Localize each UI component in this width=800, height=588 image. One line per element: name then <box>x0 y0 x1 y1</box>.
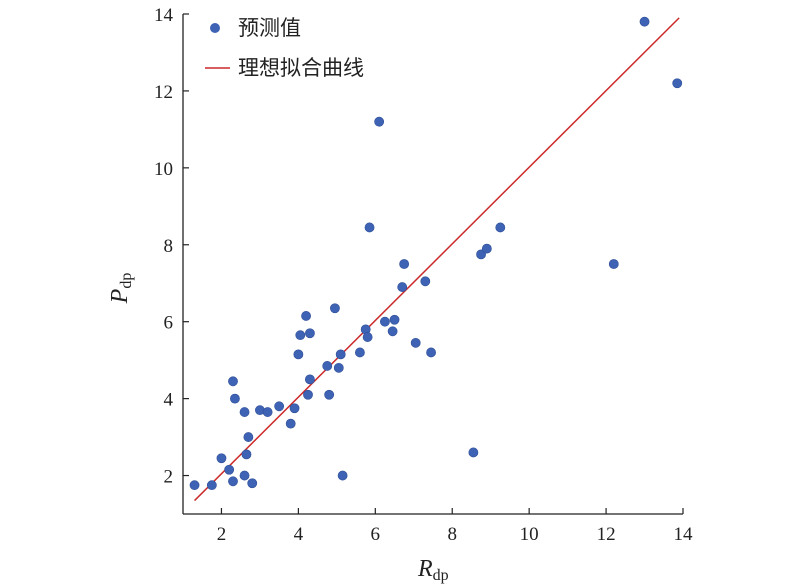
scatter-point <box>355 347 365 358</box>
legend-label-line: 理想拟合曲线 <box>238 56 364 80</box>
y-tick-label: 14 <box>154 5 174 26</box>
scatter-point <box>239 470 250 481</box>
scatter-point <box>380 316 390 327</box>
y-tick-label: 6 <box>164 313 174 334</box>
scatter-point <box>285 418 296 429</box>
x-tick-label: 8 <box>447 524 457 545</box>
scatter-point <box>228 376 238 387</box>
scatter-point <box>330 303 340 314</box>
y-axis-title-main: P <box>107 288 133 304</box>
scatter-point <box>293 349 304 360</box>
scatter-point <box>305 374 315 385</box>
scatter-point <box>228 476 238 487</box>
x-axis-title: Rdp <box>417 556 449 584</box>
scatter-point <box>389 314 400 325</box>
x-axis-ticks: 2 4 6 8 10 12 14 <box>217 508 693 545</box>
y-tick-label: 10 <box>154 159 173 180</box>
scatter-point <box>335 349 346 360</box>
scatter-point <box>426 347 436 358</box>
scatter-point <box>337 470 348 481</box>
scatter-point <box>230 393 240 404</box>
legend: 预测值 理想拟合曲线 <box>205 16 364 80</box>
scatter-point <box>224 464 235 475</box>
scatter-point <box>262 407 273 417</box>
scatter-point <box>274 401 285 412</box>
legend-label-scatter: 预测值 <box>238 16 301 40</box>
scatter-point <box>495 222 506 233</box>
x-tick-label: 14 <box>674 524 694 545</box>
y-tick-label: 8 <box>164 236 174 257</box>
scatter-point <box>374 116 385 127</box>
y-axis-title-sub: dp <box>118 273 135 289</box>
scatter-point <box>247 478 258 489</box>
x-tick-label: 10 <box>520 524 539 545</box>
legend-marker-scatter <box>210 23 220 33</box>
scatter-point <box>476 249 486 260</box>
x-axis-title-main: R <box>417 556 433 582</box>
scatter-point <box>397 282 408 292</box>
scatter-point <box>324 389 335 400</box>
x-tick-label: 4 <box>294 524 304 545</box>
scatter-point <box>333 362 344 373</box>
scatter-point <box>362 332 373 342</box>
x-tick-label: 12 <box>597 524 616 545</box>
scatter-point <box>305 328 315 339</box>
ideal-fit-line <box>194 17 680 502</box>
scatter-point <box>216 453 227 464</box>
scatter-point <box>672 78 683 89</box>
scatter-point <box>322 361 333 371</box>
scatter-point <box>399 259 410 269</box>
scatter-point <box>189 480 200 491</box>
scatter-point <box>481 243 492 254</box>
y-axis-ticks: 2 4 6 8 10 12 14 <box>154 5 189 488</box>
scatter-point <box>468 447 479 458</box>
scatter-point <box>364 222 375 233</box>
scatter-point <box>243 432 254 442</box>
y-tick-label: 4 <box>164 390 174 411</box>
y-tick-label: 2 <box>164 467 174 488</box>
scatter-point <box>239 407 250 417</box>
scatter-point <box>639 16 650 27</box>
x-tick-label: 2 <box>217 524 227 545</box>
scatter-point <box>410 337 421 348</box>
scatter-point <box>608 259 619 269</box>
scatter-point <box>241 449 252 460</box>
scatter-point <box>420 276 431 287</box>
plot-area <box>189 16 683 502</box>
y-tick-label: 12 <box>154 82 173 103</box>
scatter-point <box>301 311 311 321</box>
scatter-point <box>295 330 306 341</box>
x-tick-label: 6 <box>371 524 381 545</box>
scatter-point <box>387 326 398 337</box>
x-axis-title-sub: dp <box>433 567 449 584</box>
scatter-point <box>303 389 313 400</box>
y-axis-title: Pdp <box>107 273 135 305</box>
scatter-point <box>289 403 300 414</box>
scatter-point <box>206 480 217 491</box>
